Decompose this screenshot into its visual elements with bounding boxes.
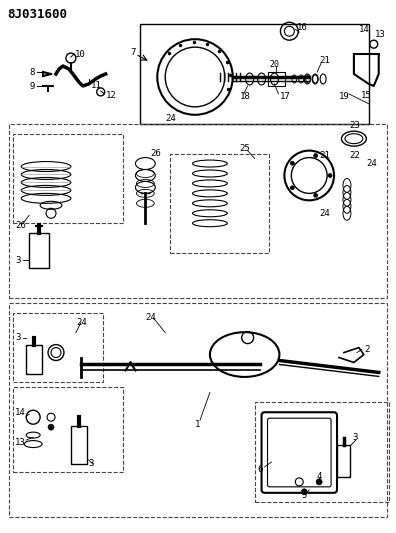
Text: 3: 3 bbox=[352, 433, 357, 442]
Bar bbox=[255, 402, 388, 502]
Bar bbox=[337, 445, 350, 477]
Text: 24: 24 bbox=[165, 114, 176, 123]
Text: 23: 23 bbox=[349, 121, 360, 130]
Text: 3: 3 bbox=[15, 255, 21, 264]
Text: 24: 24 bbox=[76, 318, 87, 327]
Text: 17: 17 bbox=[280, 92, 290, 101]
Text: 21: 21 bbox=[319, 151, 330, 160]
Bar bbox=[13, 387, 122, 472]
Text: 13: 13 bbox=[375, 30, 385, 39]
Text: 3: 3 bbox=[89, 459, 94, 469]
Text: 24: 24 bbox=[319, 209, 330, 218]
Bar bbox=[71, 426, 87, 464]
Text: 7: 7 bbox=[130, 47, 136, 56]
Text: 11: 11 bbox=[91, 82, 101, 91]
Text: 26: 26 bbox=[150, 149, 161, 158]
Text: 26: 26 bbox=[15, 221, 26, 230]
Circle shape bbox=[301, 489, 307, 495]
Text: 14: 14 bbox=[15, 408, 26, 417]
Text: 4: 4 bbox=[316, 472, 322, 481]
Text: 1: 1 bbox=[195, 419, 200, 429]
Bar bbox=[170, 154, 270, 253]
Circle shape bbox=[328, 173, 332, 177]
Text: 24: 24 bbox=[367, 159, 377, 168]
Circle shape bbox=[314, 154, 318, 158]
Bar bbox=[13, 134, 122, 223]
Circle shape bbox=[290, 186, 294, 190]
Bar bbox=[10, 124, 386, 298]
Text: 5: 5 bbox=[301, 491, 307, 500]
Text: 14: 14 bbox=[359, 25, 369, 34]
Bar bbox=[26, 345, 42, 375]
Text: 9: 9 bbox=[29, 83, 34, 92]
Text: 8: 8 bbox=[29, 68, 34, 77]
Bar bbox=[13, 313, 103, 382]
Text: 8J031600: 8J031600 bbox=[8, 8, 67, 21]
Text: 24: 24 bbox=[145, 313, 156, 322]
Text: 12: 12 bbox=[106, 91, 116, 100]
Bar bbox=[10, 303, 386, 516]
Text: 25: 25 bbox=[240, 144, 250, 153]
Text: 20: 20 bbox=[270, 60, 280, 69]
Bar bbox=[268, 72, 286, 86]
Text: 15: 15 bbox=[361, 91, 371, 100]
Circle shape bbox=[316, 479, 322, 485]
Bar bbox=[141, 25, 369, 124]
Circle shape bbox=[290, 161, 294, 165]
Text: 6: 6 bbox=[257, 465, 263, 474]
Text: 16: 16 bbox=[297, 23, 308, 32]
Circle shape bbox=[48, 424, 54, 430]
Text: 3: 3 bbox=[15, 333, 21, 342]
Text: 13: 13 bbox=[15, 438, 26, 447]
Bar bbox=[29, 233, 49, 268]
Text: 10: 10 bbox=[75, 50, 86, 59]
Text: 22: 22 bbox=[349, 151, 360, 160]
Text: 19: 19 bbox=[339, 92, 350, 101]
Text: 2: 2 bbox=[364, 345, 369, 354]
Text: 18: 18 bbox=[240, 92, 250, 101]
Text: 21: 21 bbox=[319, 55, 330, 64]
Circle shape bbox=[314, 193, 318, 197]
